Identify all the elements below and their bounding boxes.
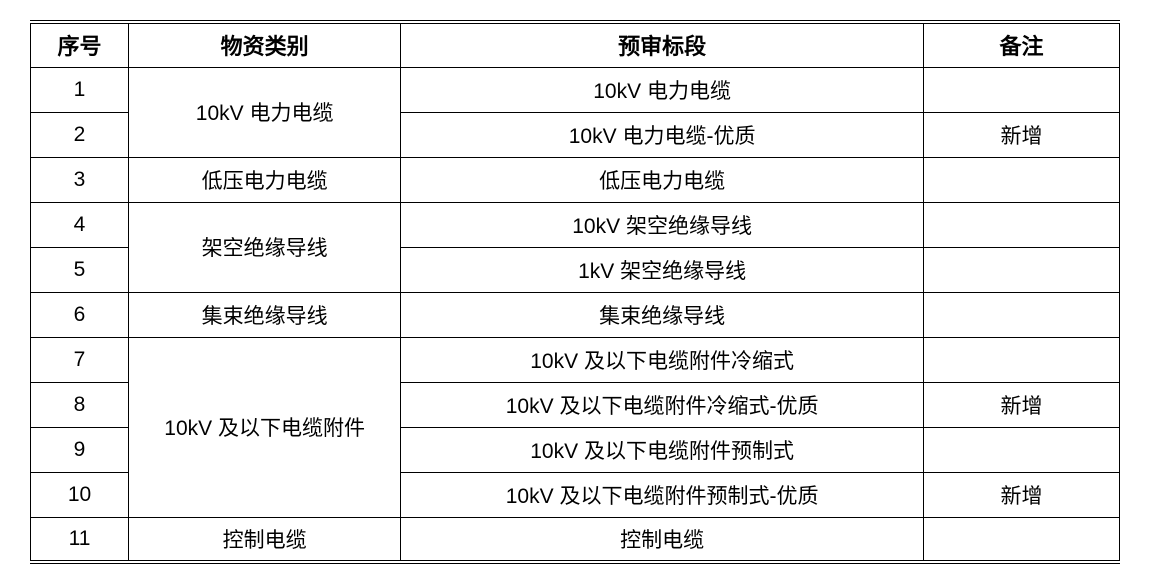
table-row: 6集束绝缘导线集束绝缘导线 [31, 292, 1120, 337]
table-body: 110kV 电力电缆10kV 电力电缆210kV 电力电缆-优质新增3低压电力电… [31, 67, 1120, 562]
cell-seq: 1 [31, 67, 129, 112]
cell-note [923, 337, 1119, 382]
cell-seq: 3 [31, 157, 129, 202]
cell-segment: 10kV 电力电缆 [401, 67, 924, 112]
cell-category: 架空绝缘导线 [129, 202, 401, 292]
table-row: 11控制电缆控制电缆 [31, 517, 1120, 562]
cell-seq: 5 [31, 247, 129, 292]
cell-seq: 9 [31, 427, 129, 472]
header-segment: 预审标段 [401, 22, 924, 67]
table-row: 710kV 及以下电缆附件10kV 及以下电缆附件冷缩式 [31, 337, 1120, 382]
cell-category: 10kV 电力电缆 [129, 67, 401, 157]
cell-seq: 4 [31, 202, 129, 247]
cell-note [923, 247, 1119, 292]
table-row: 3低压电力电缆低压电力电缆 [31, 157, 1120, 202]
cell-note [923, 202, 1119, 247]
cell-segment: 集束绝缘导线 [401, 292, 924, 337]
cell-segment: 1kV 架空绝缘导线 [401, 247, 924, 292]
cell-segment: 10kV 及以下电缆附件冷缩式-优质 [401, 382, 924, 427]
cell-category: 低压电力电缆 [129, 157, 401, 202]
cell-segment: 10kV 及以下电缆附件预制式-优质 [401, 472, 924, 517]
table-header: 序号物资类别预审标段备注 [31, 22, 1120, 67]
cell-segment: 10kV 电力电缆-优质 [401, 112, 924, 157]
cell-segment: 低压电力电缆 [401, 157, 924, 202]
table-row: 110kV 电力电缆10kV 电力电缆 [31, 67, 1120, 112]
cell-seq: 8 [31, 382, 129, 427]
cell-category: 控制电缆 [129, 517, 401, 562]
cell-category: 10kV 及以下电缆附件 [129, 337, 401, 517]
cell-segment: 10kV 及以下电缆附件冷缩式 [401, 337, 924, 382]
cell-note [923, 427, 1119, 472]
materials-table: 序号物资类别预审标段备注 110kV 电力电缆10kV 电力电缆210kV 电力… [30, 20, 1120, 564]
cell-seq: 6 [31, 292, 129, 337]
cell-seq: 11 [31, 517, 129, 562]
header-seq: 序号 [31, 22, 129, 67]
cell-segment: 10kV 架空绝缘导线 [401, 202, 924, 247]
cell-segment: 10kV 及以下电缆附件预制式 [401, 427, 924, 472]
cell-note: 新增 [923, 112, 1119, 157]
header-category: 物资类别 [129, 22, 401, 67]
cell-note [923, 517, 1119, 562]
cell-note: 新增 [923, 472, 1119, 517]
cell-seq: 7 [31, 337, 129, 382]
cell-note: 新增 [923, 382, 1119, 427]
cell-segment: 控制电缆 [401, 517, 924, 562]
header-note: 备注 [923, 22, 1119, 67]
cell-seq: 2 [31, 112, 129, 157]
cell-seq: 10 [31, 472, 129, 517]
table-row: 4架空绝缘导线10kV 架空绝缘导线 [31, 202, 1120, 247]
cell-category: 集束绝缘导线 [129, 292, 401, 337]
cell-note [923, 157, 1119, 202]
cell-note [923, 67, 1119, 112]
cell-note [923, 292, 1119, 337]
